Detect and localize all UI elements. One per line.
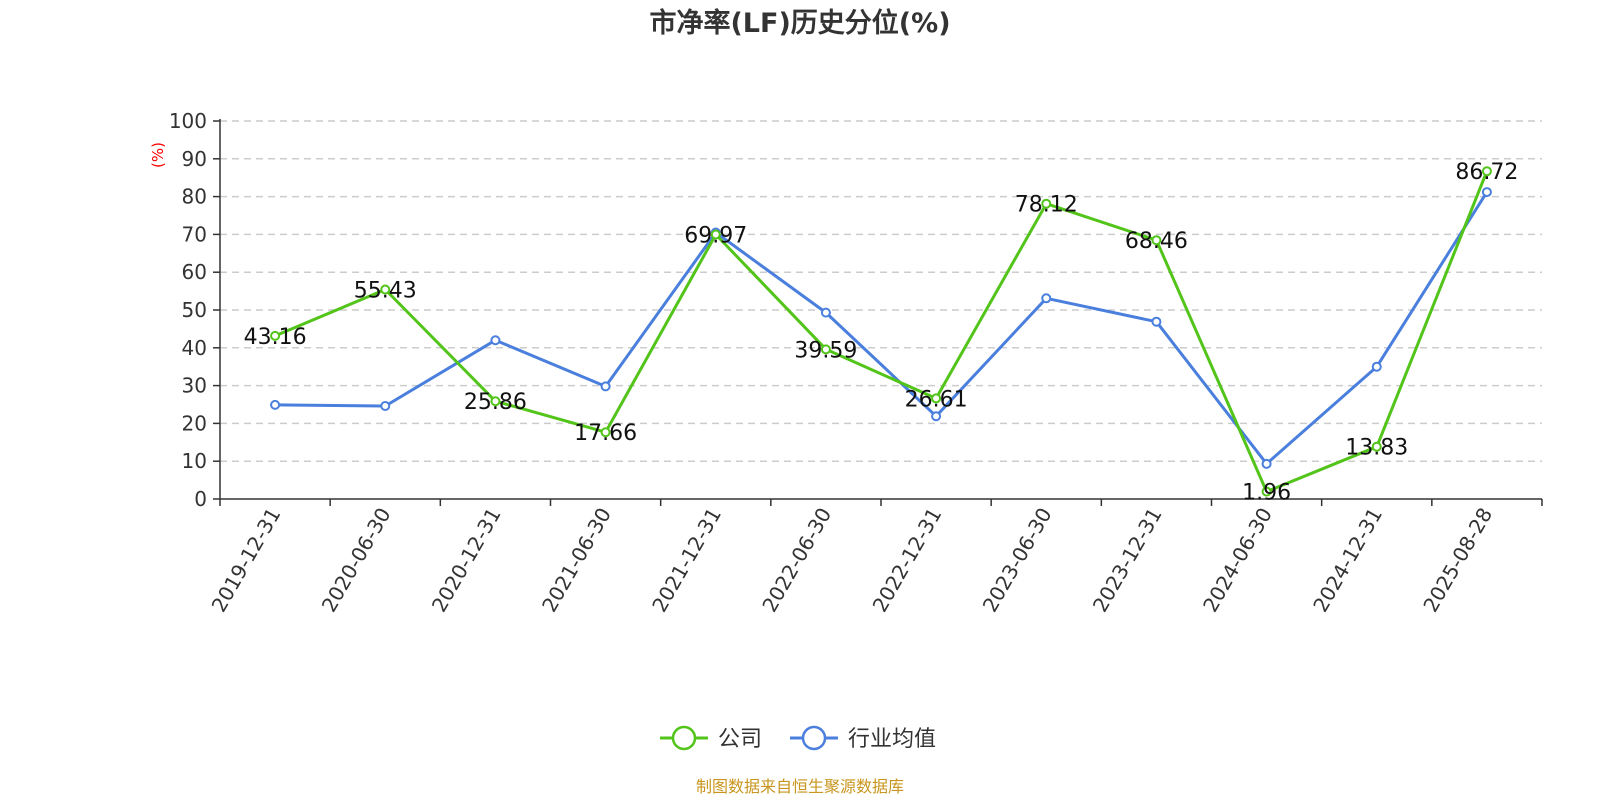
y-tick-label: 80 [182, 185, 207, 209]
data-point-1[interactable] [1371, 361, 1382, 372]
y-tick-label: 30 [182, 374, 207, 398]
legend-label: 公司 [718, 727, 762, 752]
legend-item-0[interactable]: 公司 [660, 725, 762, 752]
x-tick-label: 2023-06-30 [978, 504, 1057, 617]
x-tick-label: 2020-06-30 [317, 504, 396, 617]
y-tick-label: 0 [194, 487, 207, 511]
x-tick-label: 2024-06-30 [1198, 504, 1277, 617]
data-point-0[interactable] [490, 396, 501, 407]
x-tick-label: 2025-08-28 [1418, 504, 1497, 617]
data-point-1[interactable] [600, 381, 611, 392]
x-tick-label: 2019-12-31 [207, 504, 286, 617]
data-point-1[interactable] [1041, 293, 1052, 304]
data-label: 17.66 [574, 421, 637, 446]
data-point-0[interactable] [270, 330, 281, 341]
series-group [270, 166, 1492, 497]
data-point-1[interactable] [380, 401, 391, 412]
data-point-0[interactable] [1041, 198, 1052, 209]
x-tick-label: 2021-12-31 [647, 504, 726, 617]
data-label: 69.97 [684, 224, 747, 249]
data-point-0[interactable] [931, 393, 942, 404]
data-point-1[interactable] [1151, 316, 1162, 327]
y-tick-label: 50 [182, 298, 207, 322]
y-tick-label: 40 [182, 336, 207, 360]
data-label: 39.59 [794, 338, 857, 363]
data-point-0[interactable] [380, 284, 391, 295]
legend-marker [801, 725, 827, 751]
data-point-0[interactable] [710, 229, 721, 240]
data-point-1[interactable] [931, 411, 942, 422]
y-tick-label: 90 [182, 147, 207, 171]
legend-item-1[interactable]: 行业均值 [790, 725, 936, 752]
series-line-1 [275, 191, 1489, 466]
data-label: 55.43 [354, 278, 417, 303]
data-point-1[interactable] [270, 399, 281, 410]
series-line-0 [274, 170, 1489, 494]
x-tick-label: 2021-06-30 [537, 504, 616, 617]
data-point-1[interactable] [820, 307, 831, 318]
y-tick-label: 60 [182, 260, 207, 284]
data-point-0[interactable] [1261, 486, 1272, 497]
y-tick-label: 10 [182, 449, 207, 473]
data-label: 78.12 [1015, 193, 1078, 218]
x-tick-label: 2024-12-31 [1308, 504, 1387, 617]
y-tick-label: 100 [169, 109, 207, 133]
source-note: 制图数据来自恒生聚源数据库 [696, 777, 904, 796]
data-point-1[interactable] [490, 335, 501, 346]
data-point-1[interactable] [1261, 458, 1272, 469]
x-tick-label: 2022-12-31 [868, 503, 947, 616]
data-point-0[interactable] [1371, 441, 1382, 452]
data-label: 26.61 [905, 387, 968, 412]
legend[interactable]: 公司 行业均值 [660, 725, 936, 752]
data-label: 86.72 [1455, 160, 1518, 185]
data-point-0[interactable] [1151, 235, 1162, 246]
y-tick-label: 20 [182, 411, 207, 435]
data-point-1[interactable] [1481, 187, 1492, 198]
data-point-0[interactable] [600, 427, 611, 438]
data-point-0[interactable] [1481, 166, 1492, 177]
legend-label: 行业均值 [848, 727, 936, 752]
x-tick-label: 2020-12-31 [427, 503, 506, 616]
chart-title: 市净率(LF)历史分位(%) [649, 7, 950, 39]
x-tick-label: 2023-12-31 [1088, 504, 1167, 617]
data-point-0[interactable] [820, 344, 831, 355]
data-labels: 43.16 55.43 25.86 17.66 69.97 39.59 26.61 78.12… [244, 160, 1519, 505]
data-label: 1.96 [1242, 481, 1291, 506]
grid-lines [220, 120, 1542, 462]
data-label: 25.86 [464, 390, 527, 415]
data-label: 68.46 [1125, 229, 1188, 254]
data-label: 43.16 [244, 325, 307, 350]
data-label: 13.83 [1345, 436, 1408, 461]
legend-marker [671, 725, 697, 751]
x-tick-label: 2022-06-30 [757, 504, 836, 617]
y-tick-label: 70 [182, 222, 207, 246]
y-unit-label: (%) [149, 142, 167, 168]
